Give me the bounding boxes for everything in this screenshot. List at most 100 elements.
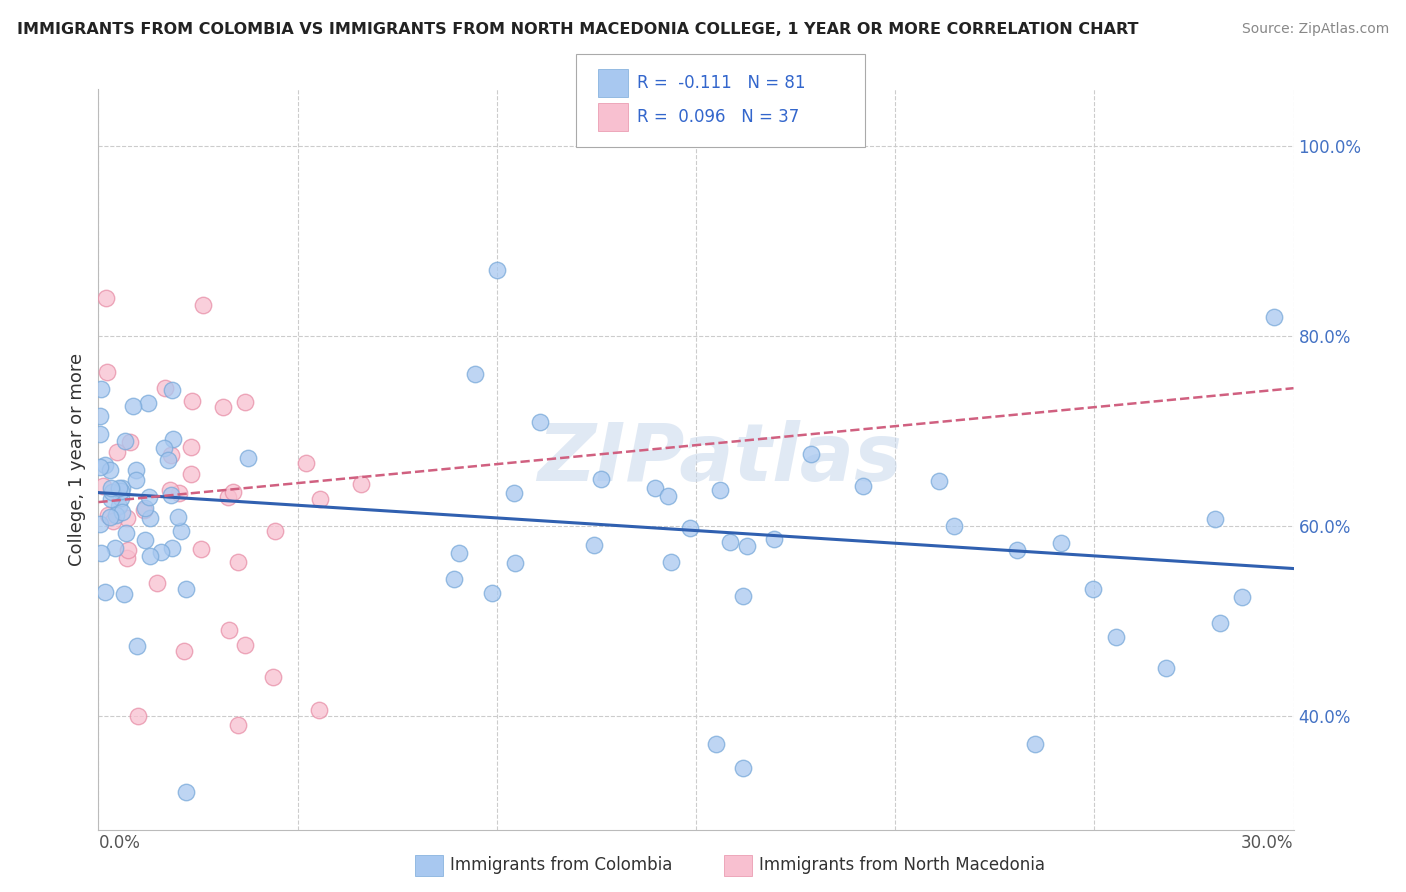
Point [502, 486, 524, 500]
Point [117, 543, 139, 558]
Point [89, 409, 111, 423]
Point [115, 551, 138, 566]
Point [485, 262, 508, 277]
Point [134, 501, 156, 516]
Point [731, 589, 754, 603]
Point [679, 521, 702, 535]
Point [1005, 543, 1028, 558]
Point [762, 533, 785, 547]
Point [118, 435, 141, 450]
Point [644, 481, 666, 495]
Point [98, 463, 121, 477]
Point [125, 463, 148, 477]
Text: R =  -0.111   N = 81: R = -0.111 N = 81 [637, 74, 806, 92]
Point [159, 488, 181, 502]
Point [160, 383, 183, 397]
Point [94, 458, 117, 473]
Point [180, 394, 202, 409]
Point [350, 476, 373, 491]
Point [155, 381, 177, 395]
Text: R =  0.096   N = 37: R = 0.096 N = 37 [637, 108, 799, 126]
Point [115, 511, 138, 525]
Point [105, 445, 128, 459]
Point [464, 368, 486, 382]
Point [218, 624, 240, 638]
Point [103, 514, 125, 528]
Point [167, 486, 190, 500]
Point [294, 456, 316, 470]
Point [481, 586, 503, 600]
Point [591, 472, 613, 486]
Point [308, 492, 330, 507]
Point [100, 509, 122, 524]
Point [190, 542, 212, 557]
Point [217, 490, 239, 504]
Point [138, 490, 160, 504]
Text: ZIPatlas: ZIPatlas [537, 420, 903, 499]
Point [1263, 310, 1285, 324]
Point [134, 533, 156, 547]
Text: Source: ZipAtlas.com: Source: ZipAtlas.com [1241, 22, 1389, 37]
Point [443, 572, 465, 586]
Point [529, 415, 551, 429]
Point [114, 525, 136, 540]
Point [114, 434, 136, 448]
Point [100, 481, 122, 495]
Text: 0.0%: 0.0% [98, 834, 141, 852]
Point [110, 491, 132, 506]
Point [112, 587, 135, 601]
Point [104, 541, 127, 555]
Point [704, 737, 727, 751]
Point [156, 453, 179, 467]
Point [159, 483, 181, 497]
Point [233, 638, 256, 652]
Point [94, 585, 117, 599]
Point [308, 703, 330, 717]
Point [90, 545, 112, 559]
Point [735, 539, 758, 553]
Point [111, 481, 134, 495]
Point [125, 639, 148, 653]
Point [852, 479, 875, 493]
Point [180, 467, 202, 482]
Point [89, 427, 111, 442]
Point [125, 474, 148, 488]
Point [733, 761, 755, 775]
Point [173, 643, 195, 657]
Point [718, 534, 741, 549]
Point [942, 519, 965, 533]
Point [132, 502, 155, 516]
Point [136, 396, 159, 410]
Point [180, 441, 202, 455]
Point [1050, 536, 1073, 550]
Point [150, 545, 173, 559]
Point [1081, 582, 1104, 597]
Point [447, 546, 470, 560]
Point [139, 549, 162, 563]
Point [928, 474, 950, 488]
Point [228, 555, 250, 569]
Point [170, 524, 193, 538]
Point [262, 670, 284, 684]
Point [212, 400, 235, 414]
Point [1154, 661, 1177, 675]
Point [101, 485, 124, 500]
Point [160, 448, 183, 462]
Point [96, 365, 118, 379]
Point [659, 556, 682, 570]
Point [1209, 615, 1232, 630]
Text: Immigrants from Colombia: Immigrants from Colombia [450, 856, 672, 874]
Point [96, 508, 118, 523]
Point [174, 784, 197, 798]
Point [162, 432, 184, 446]
Point [1230, 591, 1253, 605]
Point [709, 483, 731, 497]
Point [174, 582, 197, 597]
Point [193, 298, 215, 312]
Point [110, 483, 132, 498]
Text: IMMIGRANTS FROM COLOMBIA VS IMMIGRANTS FROM NORTH MACEDONIA COLLEGE, 1 YEAR OR M: IMMIGRANTS FROM COLOMBIA VS IMMIGRANTS F… [17, 22, 1139, 37]
Point [108, 499, 131, 513]
Point [96, 291, 118, 305]
Point [91, 479, 114, 493]
Point [263, 524, 285, 538]
